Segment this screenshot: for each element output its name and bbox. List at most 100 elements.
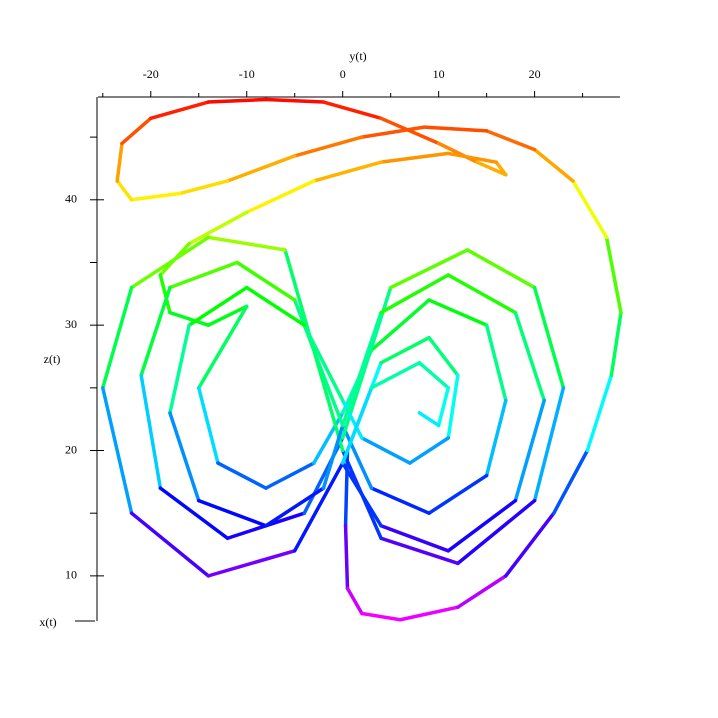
trajectory-segment xyxy=(369,298,431,352)
trajectory-segment xyxy=(187,285,249,327)
trajectory-segment xyxy=(321,423,345,490)
trajectory-segment xyxy=(129,235,211,290)
y-tick-label: 20 xyxy=(65,442,77,456)
trajectory-segment xyxy=(115,179,134,202)
trajectory-segment xyxy=(604,235,623,315)
trajectory-segment xyxy=(379,536,460,566)
trajectory-segment xyxy=(446,273,518,315)
trajectory-segment xyxy=(504,511,556,578)
trajectory-segment xyxy=(475,160,508,177)
trajectory-segment xyxy=(177,179,230,196)
trajectory-segment xyxy=(340,461,383,528)
trajectory-segment xyxy=(446,151,498,164)
trajectory-segment xyxy=(225,154,297,183)
trajectory-segment xyxy=(158,273,172,315)
trajectory-segment xyxy=(264,461,316,490)
trajectory-segment xyxy=(360,436,412,465)
trajectory-segment xyxy=(168,411,201,503)
x-tick-label: 0 xyxy=(340,67,346,81)
trajectory-segment xyxy=(340,423,374,490)
trajectory-segment xyxy=(456,574,508,609)
trajectory-segment xyxy=(302,323,345,403)
trajectory-segment xyxy=(609,310,623,378)
trajectory-segment xyxy=(235,260,297,302)
trajectory-segment xyxy=(484,398,508,478)
trajectory-segment xyxy=(360,611,403,622)
trajectory-segment xyxy=(417,411,441,428)
trajectory-segment xyxy=(532,147,575,183)
trajectory-segment xyxy=(585,373,614,453)
trajectory-segment xyxy=(129,511,211,578)
trajectory-segment xyxy=(398,605,460,622)
trajectory-segment xyxy=(436,386,450,428)
trajectory-segment xyxy=(417,361,450,390)
trajectory-segment xyxy=(312,160,383,183)
trajectory-segment xyxy=(446,498,518,553)
y-tick-label: 30 xyxy=(65,317,77,331)
trajectory-segment xyxy=(129,191,182,202)
y-tick-label: 40 xyxy=(65,192,77,206)
trajectory-segment xyxy=(244,179,316,215)
trajectory-segment xyxy=(343,523,350,591)
trajectory-segment xyxy=(360,125,426,139)
trajectory-segment xyxy=(340,310,383,428)
trajectory-segment xyxy=(408,436,450,465)
trajectory-segment xyxy=(379,116,441,146)
trajectory-segment xyxy=(197,386,220,465)
trajectory-segment xyxy=(292,135,364,158)
trajectory-segment xyxy=(388,248,470,290)
trajectory-segment xyxy=(427,298,489,327)
trajectory-segment xyxy=(379,273,450,315)
x-axis-label: y(t) xyxy=(349,49,366,63)
trajectory-segment xyxy=(312,411,345,465)
trajectory-segment xyxy=(379,151,450,164)
trajectory-segment xyxy=(187,210,249,246)
trajectory-segment xyxy=(244,285,307,327)
trajectory-segment xyxy=(139,373,163,490)
trajectory-segment xyxy=(264,97,326,104)
trajectory-segment xyxy=(120,116,153,146)
trajectory-segment xyxy=(427,473,489,515)
trajectory-segment xyxy=(484,323,508,403)
trajectory-segment xyxy=(168,260,239,290)
trajectory-segment xyxy=(571,179,609,240)
trajectory-segment xyxy=(513,310,546,403)
trajectory-segment xyxy=(101,386,134,515)
trajectory-segment xyxy=(206,235,287,252)
trajectory-segment xyxy=(369,361,422,390)
trajectory-segment xyxy=(158,486,230,541)
trajectory-segment xyxy=(345,586,364,616)
x-tick-label: 20 xyxy=(529,67,541,81)
trajectory-segment xyxy=(321,100,383,121)
trajectory-segment xyxy=(422,125,489,133)
trajectory-segment xyxy=(206,304,249,327)
trajectory-segment xyxy=(465,248,537,290)
trajectory-segment xyxy=(513,398,546,503)
y-axis-label: z(t) xyxy=(44,352,61,366)
trajectory-segment xyxy=(101,285,134,390)
trajectory-segment xyxy=(456,498,537,566)
trajectory-segment xyxy=(446,373,460,440)
trajectory-segment xyxy=(532,386,566,503)
trajectory-segment xyxy=(532,285,566,390)
x-tick-label: -10 xyxy=(239,67,255,81)
trajectory-segment xyxy=(139,285,172,378)
trajectory-segment xyxy=(197,304,249,390)
trajectory-segment xyxy=(149,100,211,121)
y-tick-label: 10 xyxy=(65,568,77,582)
trajectory-segment xyxy=(168,310,211,327)
trajectory-segment xyxy=(369,486,431,515)
trajectory-segment xyxy=(292,461,345,553)
x-tick-label: -20 xyxy=(143,67,159,81)
trajectory-segment xyxy=(340,386,374,465)
trajectory-segment xyxy=(340,398,364,440)
x-tick-label: 10 xyxy=(433,67,445,81)
trajectory-segment xyxy=(427,335,460,378)
trajectory-segment xyxy=(264,486,326,528)
trajectory-segment xyxy=(379,523,450,553)
trajectory-segment xyxy=(283,248,345,453)
trajectory-segment xyxy=(206,97,268,104)
trajectory-segment xyxy=(552,448,590,515)
